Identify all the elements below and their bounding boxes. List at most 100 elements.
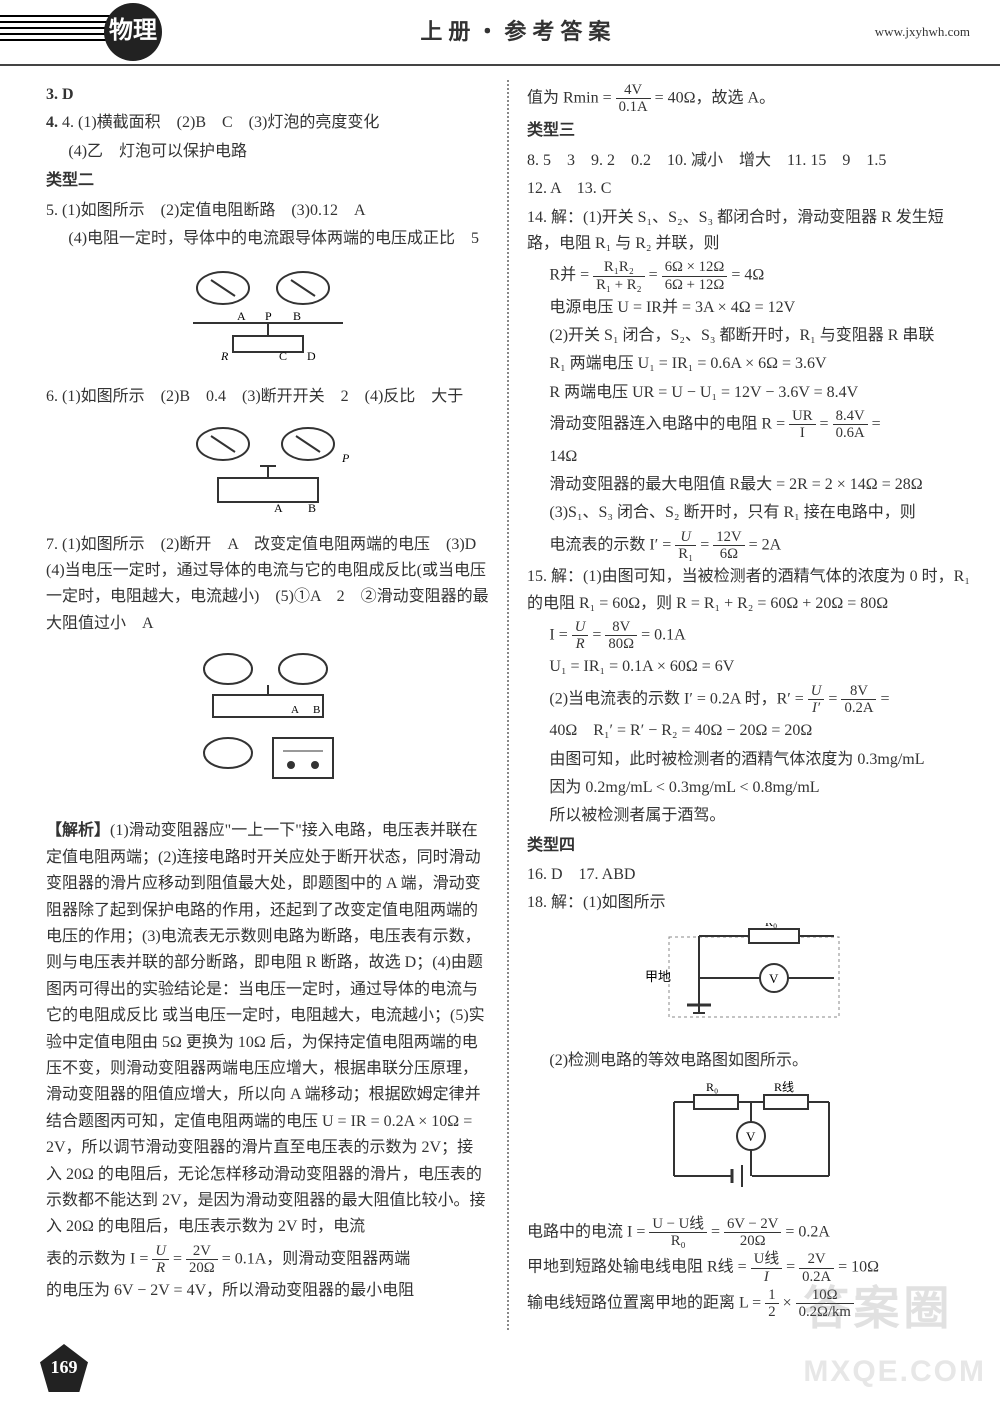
fig5-R: R	[220, 349, 229, 363]
expl-frac1-d: R	[152, 1260, 169, 1276]
Ip-eq: =	[700, 536, 713, 553]
explanation-head: 【解析】	[46, 822, 110, 839]
expl-frac2-n: 2V	[186, 1243, 218, 1260]
answer-7: 7. (1)如图所示 (2)断开 A 改变定值电阻两端的电压 (3)D (4)当…	[46, 532, 489, 638]
answer-5a: 5. (1)如图所示 (2)定值电阻断路 (3)0.12 A	[46, 198, 489, 224]
l18Rx-d: I	[751, 1269, 782, 1285]
explanation-tail: 表的示数为 I = UR = 2V20Ω = 0.1A，则滑动变阻器两端	[46, 1243, 489, 1276]
R-eq: =	[820, 416, 833, 433]
l15-2-n2: 8V	[841, 683, 876, 700]
page-title: 上册・参考答案	[162, 14, 875, 50]
fig7-A: A	[291, 704, 299, 716]
l18I-n2: 6V − 2V	[724, 1216, 781, 1233]
answer-18-2: (2)检测电路的等效电路图如图所示。	[527, 1048, 970, 1074]
figure-6: P A B	[46, 416, 489, 525]
Rp-pre: R并 =	[549, 267, 593, 284]
cont-line: 值为 Rmin = 4V0.1A = 40Ω，故选 A。	[527, 82, 970, 115]
Ip-post: = 2A	[749, 536, 782, 553]
answer-18: 18. 解：(1)如图所示	[527, 890, 970, 916]
I15-post: = 0.1A	[641, 626, 686, 643]
section-type4: 类型四	[527, 833, 970, 859]
l18L-d1: 2	[765, 1304, 778, 1320]
l18Rx-n2: 2V	[799, 1251, 834, 1268]
answer-14-3a: (3)S₁、S₃ 闭合、S₂ 断开时，只有 R₁ 接在电路中，则	[527, 500, 970, 526]
Ip-n: U	[675, 529, 696, 546]
section-type3: 类型三	[527, 118, 970, 144]
answer-3: 3. D	[46, 82, 489, 108]
expl-frac1-n: U	[152, 1243, 169, 1260]
Rp-eq: =	[649, 267, 662, 284]
page-number-badge: 169	[40, 1344, 88, 1392]
l18I-pre: 电路中的电流 I =	[527, 1223, 649, 1240]
answer-15-U1: U₁ = IR₁ = 0.1A × 60Ω = 6V	[527, 654, 970, 680]
watermark: 答案圈 MXQE.COM	[803, 1271, 986, 1396]
figure-18b: R₀ R线 V	[527, 1081, 970, 1210]
l15-2-eq: =	[828, 690, 841, 707]
header-stripes	[0, 13, 110, 51]
right-column: 值为 Rmin = 4V0.1A = 40Ω，故选 A。 类型三 8. 5 3 …	[527, 80, 970, 1330]
R-n2: 8.4V	[833, 408, 868, 425]
l15-2-d: I′	[808, 700, 825, 716]
cont-d: 0.1A	[616, 99, 651, 115]
answer-14a: 14. 解：(1)开关 S₁、S₂、S₃ 都闭合时，滑动变阻器 R 发生短路，电…	[527, 205, 970, 258]
answer-15-40: 40Ω R₁′ = R′ − R₂ = 40Ω − 20Ω = 20Ω	[527, 718, 970, 744]
R-post: =	[872, 416, 881, 433]
fig18b-R0: R₀	[706, 1081, 718, 1094]
answer-14-14ohm: 14Ω	[527, 444, 970, 470]
l15-2-pre: (2)当电流表的示数 I′ = 0.2A 时，R′ =	[549, 690, 807, 707]
column-divider	[507, 80, 509, 1330]
figure-5: A P B R C D	[46, 258, 489, 377]
R-d2: 0.6A	[833, 425, 868, 441]
l18I-post: = 0.2A	[785, 1223, 830, 1240]
explanation-last: 的电压为 6V − 2V = 4V，所以滑动变阻器的最小电阻	[46, 1278, 489, 1304]
l15-2-n: U	[808, 683, 825, 700]
answer-4a: 4. 4. (1)横截面积 (2)B C (3)灯泡的亮度变化	[46, 110, 489, 136]
answer-14-2a: (2)开关 S₁ 闭合，S₂、S₃ 都断开时，R₁ 与变阻器 R 串联	[527, 323, 970, 349]
fig5-B: B	[293, 309, 301, 323]
header-url: www.jxyhwh.com	[875, 21, 970, 42]
answer-6: 6. (1)如图所示 (2)B 0.4 (3)断开开关 2 (4)反比 大于	[46, 384, 489, 410]
I15-n: U	[572, 619, 589, 636]
l18L-n1: 1	[765, 1287, 778, 1304]
Ip-pre: 电流表的示数 I′ =	[549, 536, 675, 553]
answer-15-conc2: 因为 0.2mg/mL < 0.3mg/mL < 0.8mg/mL	[527, 775, 970, 801]
answer-14-UR: R 两端电压 UR = U − U₁ = 12V − 3.6V = 8.4V	[527, 380, 970, 406]
R-pre: 滑动变阻器连入电路中的电阻 R =	[549, 416, 789, 433]
fig18a-R0: R₀	[765, 923, 777, 929]
l18Rx-eq: =	[786, 1259, 799, 1276]
I15-n2: 8V	[605, 619, 637, 636]
fig18a-jia: 甲地	[645, 969, 671, 984]
Rp-post: = 4Ω	[731, 267, 764, 284]
answer-14-U: 电源电压 U = IR并 = 3A × 4Ω = 12V	[527, 295, 970, 321]
I15-pre: I =	[549, 626, 571, 643]
l18L-pre: 输电线短路位置离甲地的距离 L =	[527, 1294, 765, 1311]
answer-4a-text: 4. (1)横截面积 (2)B C (3)灯泡的亮度变化	[62, 114, 379, 131]
Rp-d1: R₁ + R₂	[593, 277, 645, 293]
answer-15-2: (2)当电流表的示数 I′ = 0.2A 时，R′ = UI′ = 8V0.2A…	[527, 683, 970, 716]
fig18b-Rx: R线	[774, 1081, 794, 1094]
fig7-B: B	[313, 704, 320, 716]
fig6-B: B	[308, 501, 316, 515]
answer-15a: 15. 解：(1)由图可知，当被检测者的酒精气体的浓度为 0 时，R₁ 的电阻 …	[527, 564, 970, 617]
answer-14-R: 滑动变阻器连入电路中的电阻 R = URI = 8.4V0.6A =	[527, 408, 970, 441]
page-header: 物理 上册・参考答案 www.jxyhwh.com	[0, 0, 1000, 66]
explanation-body: (1)滑动变阻器应"一上一下"接入电路，电压表并联在定值电阻两端；(2)连接电路…	[46, 822, 486, 1235]
l18I-d: R₀	[649, 1233, 707, 1249]
answers-8-11: 8. 5 3 9. 2 0.2 10. 减小 增大 11. 15 9 1.5	[527, 148, 970, 174]
subject-badge: 物理	[104, 3, 162, 61]
watermark-line2: MXQE.COM	[803, 1347, 986, 1397]
l18Rx-n: U线	[751, 1251, 782, 1268]
fig5-A: A	[237, 309, 246, 323]
expl-tail-post: = 0.1A，则滑动变阻器两端	[222, 1250, 411, 1267]
watermark-line1: 答案圈	[803, 1282, 953, 1334]
answer-14-Rmax: 滑动变阻器的最大电阻值 R最大 = 2R = 2 × 14Ω = 28Ω	[527, 472, 970, 498]
cont-pre: 值为 Rmin =	[527, 89, 616, 106]
fig6-A: A	[274, 501, 283, 515]
section-type2: 类型二	[46, 168, 489, 194]
left-column: 3. D 4. 4. (1)横截面积 (2)B C (3)灯泡的亮度变化 (4)…	[46, 80, 489, 1330]
expl-frac2-d: 20Ω	[186, 1260, 218, 1276]
fig5-P: P	[265, 309, 272, 323]
l18I-eq: =	[711, 1223, 724, 1240]
l18I-n: U − U线	[649, 1216, 707, 1233]
answers-12-13: 12. A 13. C	[527, 176, 970, 202]
